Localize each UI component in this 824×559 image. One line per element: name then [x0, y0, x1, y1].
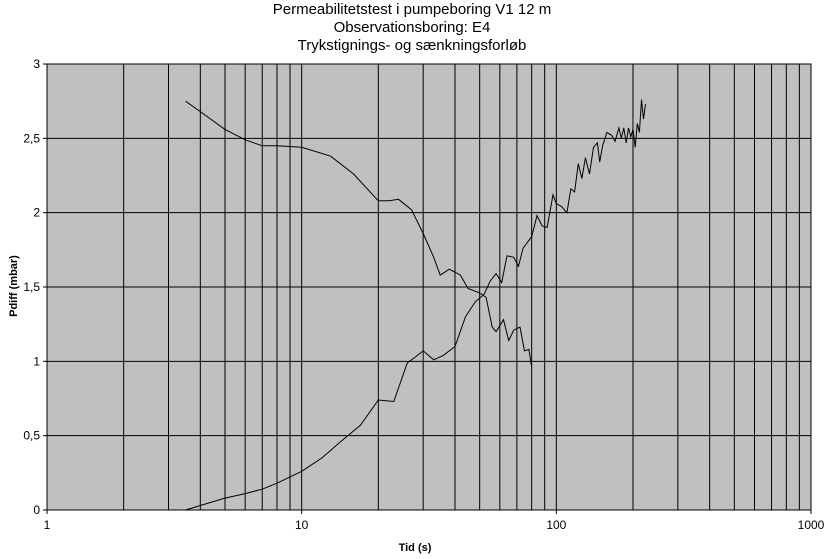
- y-tick-label: 1,5: [23, 280, 40, 294]
- chart-title-line-2: Observationsboring: E4: [333, 19, 491, 36]
- x-tick-label: 1: [44, 518, 51, 532]
- chart-title-line-3: Trykstignings- og sænkningsforløb: [297, 37, 527, 54]
- x-tick-label: 100: [546, 518, 566, 532]
- y-tick-label: 2: [33, 206, 40, 220]
- y-axis-label: Pdiff (mbar): [8, 255, 20, 317]
- x-axis-label: Tid (s): [398, 542, 432, 554]
- series-lines: [185, 99, 646, 511]
- y-tick-labels: 0 0,5 1 1,5 2 2,5 3: [23, 57, 47, 517]
- series-line-2: [185, 99, 646, 511]
- x-tick-labels: 1 10 100 1000: [44, 510, 824, 532]
- chart-title-line-1: Permeabilitetstest i pumpeboring V1 12 m: [272, 1, 552, 18]
- series-line-1: [185, 100, 533, 368]
- y-tick-label: 0,5: [23, 429, 40, 443]
- y-tick-label: 0: [33, 503, 40, 517]
- x-tick-label: 1000: [798, 518, 824, 532]
- grid-lines: [47, 64, 811, 510]
- x-tick-label: 10: [295, 518, 309, 532]
- y-tick-label: 2,5: [23, 131, 40, 145]
- y-tick-label: 3: [33, 57, 40, 71]
- y-tick-label: 1: [33, 354, 40, 368]
